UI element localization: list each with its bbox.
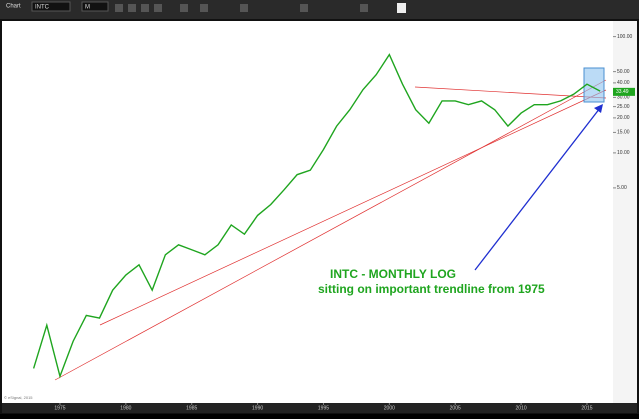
- x-tick-label: 1975: [54, 405, 65, 411]
- x-tick-label: 1990: [252, 405, 263, 411]
- x-tick-label: 1980: [120, 405, 131, 411]
- y-tick-label: 15.00: [617, 130, 630, 136]
- y-tick-label: 30.00: [617, 95, 630, 101]
- x-tick-label: 1985: [186, 405, 197, 411]
- u-button[interactable]: [397, 3, 406, 13]
- symbol-text: INTC: [35, 5, 50, 11]
- interval-input[interactable]: [81, 1, 109, 12]
- last-price-label: 33.49: [616, 89, 629, 95]
- tool-button[interactable]: [240, 4, 248, 12]
- y-tick-label: 50.00: [617, 69, 630, 75]
- x-tick-label: 2010: [516, 405, 527, 411]
- x-tick-label: 1995: [318, 405, 329, 411]
- trendline: [414, 86, 607, 99]
- x-tick-label: 2015: [581, 405, 592, 411]
- tool-button[interactable]: [115, 4, 123, 12]
- y-tick-label: 10.00: [617, 150, 630, 156]
- tool-button[interactable]: [200, 4, 208, 12]
- symbol-input[interactable]: [31, 1, 71, 12]
- trendlines: [54, 79, 607, 381]
- price-line: [32, 53, 601, 379]
- toolbar-buttons: [115, 3, 406, 13]
- price-axis: [613, 21, 637, 403]
- tool-button[interactable]: [360, 4, 368, 12]
- trendline: [54, 79, 607, 381]
- y-tick-label: 25.00: [617, 104, 630, 110]
- y-tick-label: 5.00: [617, 185, 627, 191]
- tool-button[interactable]: [128, 4, 136, 12]
- y-tick-label: 20.00: [617, 115, 630, 121]
- x-tick-label: 2005: [450, 405, 461, 411]
- annotation: INTC - MONTHLY LOG: [330, 267, 456, 281]
- interval-text: M: [85, 5, 90, 11]
- plot-area: [2, 21, 613, 403]
- copyright: © eSignal, 2015: [4, 395, 33, 400]
- trendline: [99, 89, 607, 326]
- window-title: Chart: [6, 4, 21, 10]
- time-axis: [2, 403, 637, 413]
- y-tick-label: 40.00: [617, 80, 630, 86]
- tool-button[interactable]: [300, 4, 308, 12]
- tool-button[interactable]: [180, 4, 188, 12]
- highlight-box: [583, 67, 605, 103]
- arrow-head: [594, 104, 603, 113]
- tool-button[interactable]: [141, 4, 149, 12]
- annotation: sitting on important trendline from 1975: [318, 282, 545, 296]
- arrow: [474, 107, 601, 271]
- last-price-box: [613, 87, 635, 96]
- tool-button[interactable]: [154, 4, 162, 12]
- y-tick-label: 100.00: [617, 34, 633, 40]
- x-tick-label: 2000: [384, 405, 395, 411]
